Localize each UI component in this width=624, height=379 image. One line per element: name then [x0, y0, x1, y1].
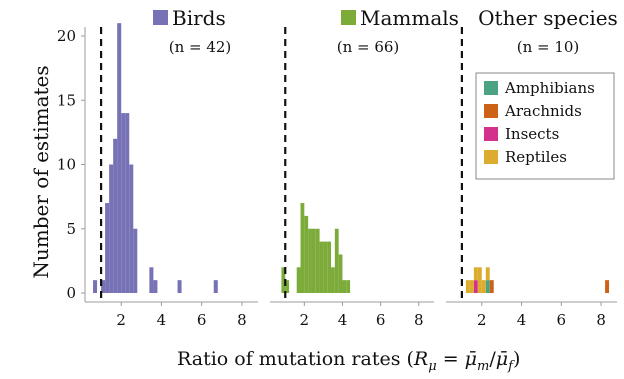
x-tick-label: 6	[197, 311, 207, 329]
histogram-bar	[129, 164, 134, 293]
panel-subtitle: (n = 10)	[517, 38, 580, 56]
panel-subtitle: (n = 66)	[337, 38, 400, 56]
histogram-bar	[113, 138, 118, 293]
x-tick-label: 6	[376, 311, 386, 329]
histogram-bar	[296, 267, 301, 293]
x-tick-label: 2	[116, 311, 126, 329]
legend-items: Amphibians Arachnids Insects Reptiles	[484, 79, 595, 166]
histogram-bar	[331, 267, 335, 293]
histogram-bar	[327, 241, 332, 293]
histogram-bar	[315, 228, 320, 293]
legend-box	[475, 72, 615, 180]
x-axis-label-mu-f: μ̄	[496, 348, 508, 370]
panel-subtitle: (n = 42)	[169, 38, 232, 56]
histogram-bar	[300, 203, 305, 293]
histogram-bar	[125, 113, 130, 293]
x-tick-label: 4	[338, 311, 348, 329]
title-color-swatch	[153, 10, 168, 25]
histogram-bar	[485, 280, 490, 293]
y-tick-label: 20	[57, 27, 76, 45]
y-tick-label: 0	[66, 284, 76, 302]
histogram-bar	[101, 280, 106, 293]
x-axis-label-suffix: )	[513, 348, 520, 370]
panel-title: Birds	[172, 6, 226, 30]
histogram-bar	[489, 280, 494, 293]
histogram-bar	[319, 241, 324, 293]
x-tick-label: 4	[517, 311, 527, 329]
histogram-bar	[177, 280, 182, 293]
histogram-bar	[105, 203, 110, 293]
legend-swatch	[484, 150, 498, 164]
x-tick-label: 8	[414, 311, 424, 329]
y-tick-label: 15	[57, 91, 76, 109]
panel-title: Mammals	[360, 6, 459, 30]
histogram-bar	[323, 241, 328, 293]
histogram-bar	[133, 228, 138, 293]
x-tick-label: 6	[557, 311, 567, 329]
histogram-bar	[334, 228, 339, 293]
histogram-bar	[93, 280, 98, 293]
x-axis-label-mu-m-sub: m	[477, 359, 489, 374]
x-axis-label-mu-f-sub: f	[507, 359, 515, 374]
x-tick-label: 2	[300, 311, 310, 329]
legend-label: Amphibians	[504, 79, 595, 97]
x-tick-label: 4	[157, 311, 167, 329]
histogram-bar	[481, 280, 486, 293]
histogram-bar	[153, 280, 158, 293]
histogram-bar	[149, 267, 154, 293]
x-tick-label: 2	[477, 311, 487, 329]
histogram-bar	[469, 280, 474, 293]
y-tick-label: 5	[66, 220, 76, 238]
histogram-bar	[346, 280, 351, 293]
histogram-bar	[342, 280, 347, 293]
histogram-bar	[117, 23, 122, 294]
x-axis-label-r-sub: μ	[428, 359, 436, 374]
x-tick-label: 8	[237, 311, 247, 329]
y-ticks: 0 5 10 15 20	[57, 27, 85, 302]
histogram-bar	[477, 267, 482, 293]
histogram-bar	[109, 164, 114, 293]
histogram-bar	[465, 280, 470, 293]
histogram-bar	[473, 267, 478, 281]
panel-birds: 2 4 6 8 Birds (n = 42)	[85, 6, 258, 329]
x-tick-label: 8	[596, 311, 606, 329]
legend-swatch	[484, 81, 498, 95]
histogram-bar	[121, 113, 126, 293]
legend: Amphibians Arachnids Insects Reptiles	[475, 72, 615, 180]
y-axis: 0 5 10 15 20	[57, 27, 86, 302]
panel-other-species: 2 4 6 8 Other species (n = 10)	[446, 6, 618, 329]
x-axis-label-mu-m: μ̄	[465, 348, 477, 370]
x-axis-label: Ratio of mutation rates (Rμ = μ̄m/μ̄f)	[177, 348, 520, 374]
x-axis-label-r: R	[413, 348, 428, 370]
legend-swatch	[484, 104, 498, 118]
panel-title: Other species	[478, 6, 618, 30]
y-axis-label: Number of estimates	[29, 65, 53, 278]
histogram-bar	[311, 228, 316, 293]
histogram-bar	[308, 228, 312, 293]
histogram-bar	[304, 215, 309, 293]
histogram-bar	[281, 267, 286, 293]
x-axis-label-slash: /	[489, 348, 496, 370]
legend-swatch	[484, 127, 498, 141]
histogram-bar	[213, 280, 218, 293]
x-axis-label-prefix: Ratio of mutation rates (	[177, 348, 414, 370]
legend-label: Insects	[505, 125, 559, 143]
y-tick-label: 10	[57, 156, 76, 174]
histogram-bar	[605, 280, 610, 293]
legend-label: Arachnids	[504, 102, 582, 120]
histogram-bar	[285, 280, 290, 293]
histogram-bar	[485, 267, 490, 281]
title-color-swatch	[341, 10, 356, 25]
histogram-bar	[473, 280, 478, 293]
histogram-bar	[338, 254, 343, 293]
panel-mammals: 2 4 6 8 Mammals (n = 66)	[270, 6, 459, 329]
legend-label: Reptiles	[505, 148, 567, 166]
x-axis-label-equals: =	[437, 348, 465, 370]
panels: 2 4 6 8 Birds (n = 42) 2 4 6 8 Mammals (n = 66) 2 4 6 8…	[85, 6, 618, 329]
